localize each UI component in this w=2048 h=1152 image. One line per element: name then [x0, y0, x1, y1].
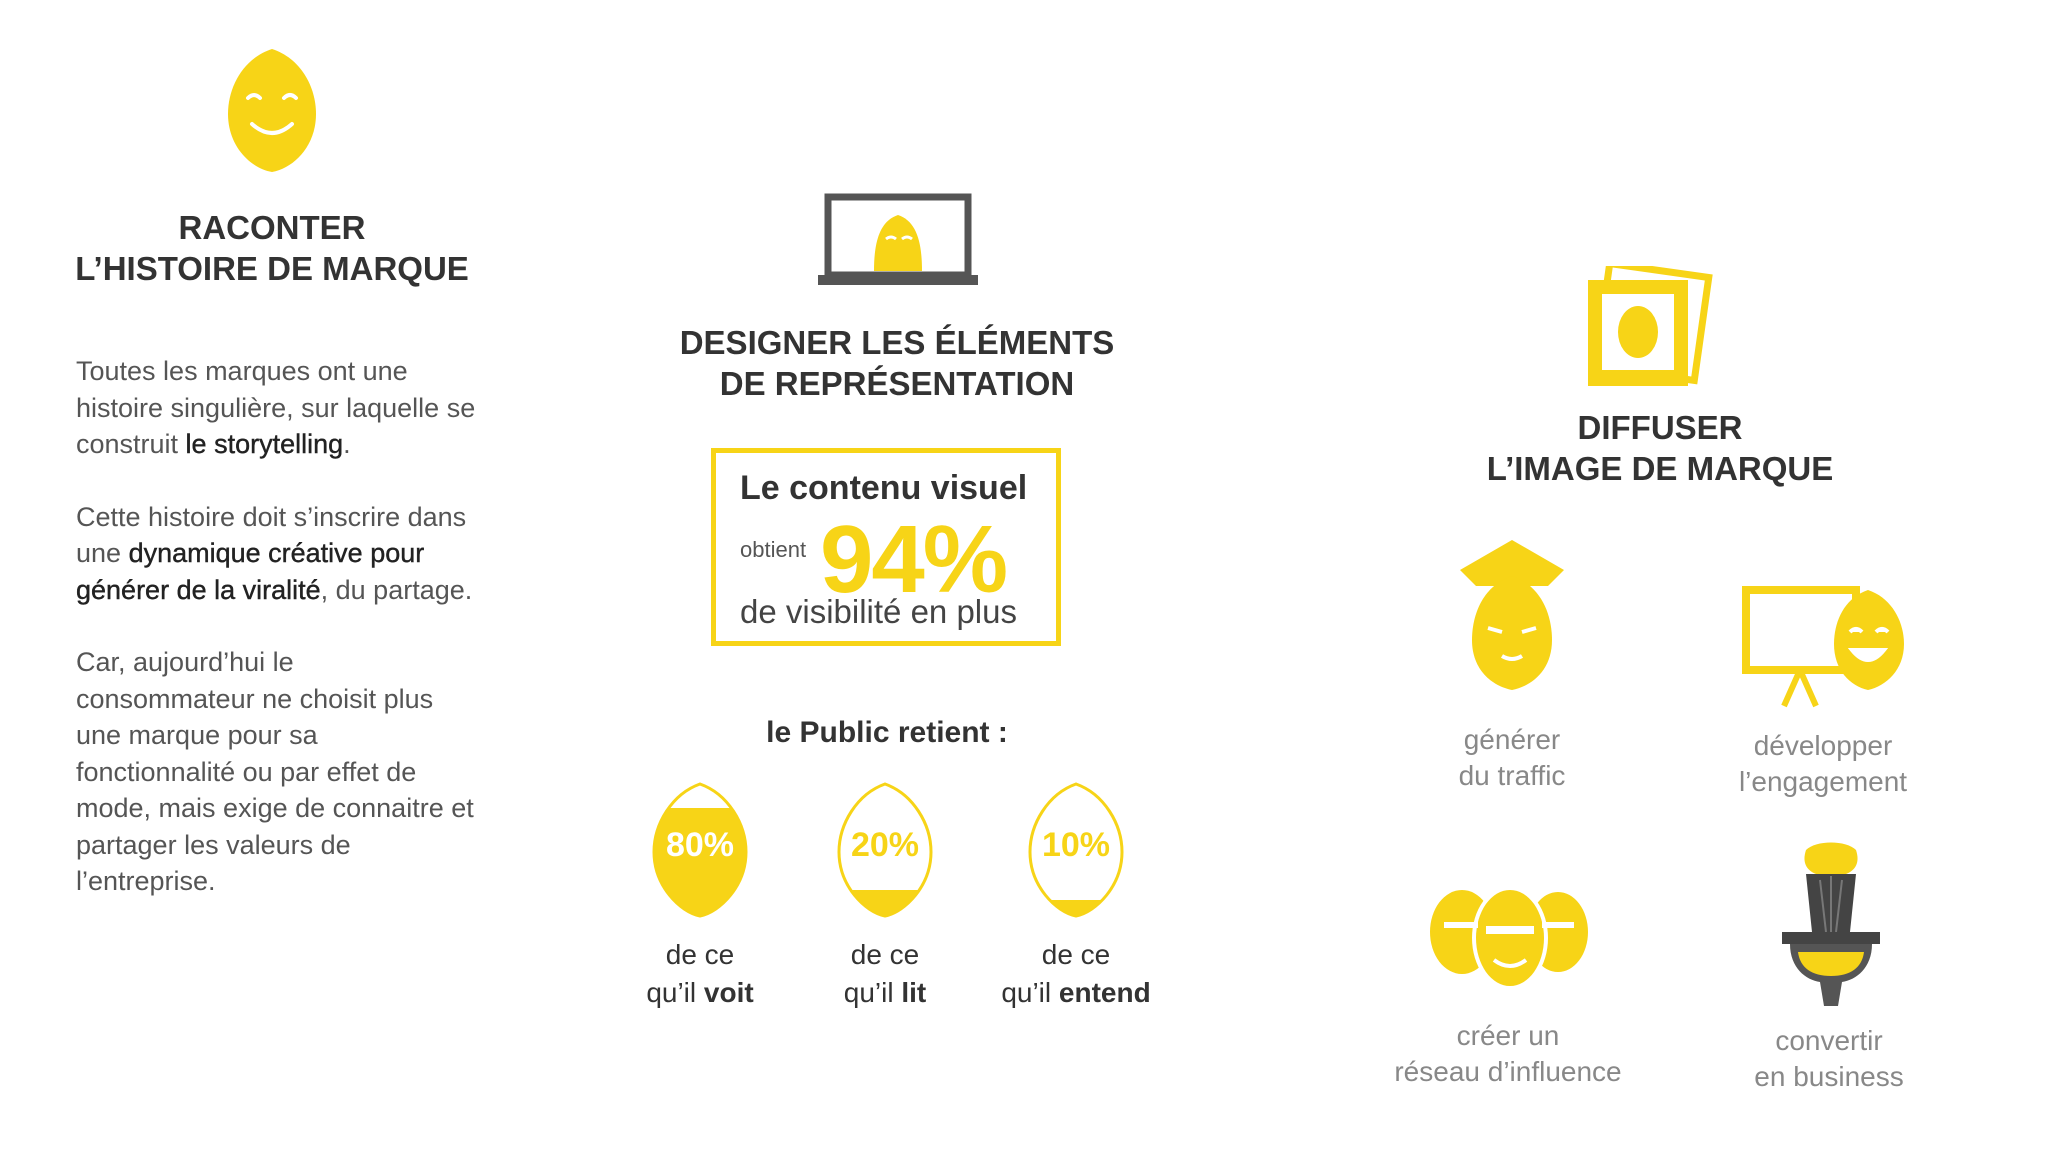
text: L’IMAGE DE MARQUE — [1486, 450, 1834, 487]
action-label: convertir en business — [1669, 1023, 1989, 1095]
percent: 20% — [850, 826, 920, 864]
text: créer un — [1456, 1020, 1560, 1051]
action-label: créer un réseau d’influence — [1348, 1018, 1668, 1090]
text: réseau d’influence — [1394, 1056, 1622, 1087]
text: de ce — [1041, 939, 1111, 970]
retention-label: de ce qu’il entend — [956, 936, 1196, 1012]
photos-icon — [1588, 266, 1713, 386]
text: entend — [1058, 977, 1151, 1008]
stat-box: Le contenu visuel obtient 94% de visibil… — [711, 448, 1061, 646]
text: du traffic — [1458, 760, 1566, 791]
retention-heading: le Public retient : — [766, 716, 1008, 749]
retention-label: de ce qu’il lit — [785, 936, 985, 1012]
lemon-stat: 20% — [835, 782, 935, 922]
text: qu’il — [646, 977, 704, 1008]
text: Toutes les marques ont une histoire sing… — [76, 356, 476, 459]
text: le storytelling — [185, 429, 344, 459]
story-text: Toutes les marques ont une histoire sing… — [76, 353, 476, 936]
text: DESIGNER LES ÉLÉMENTS — [679, 324, 1115, 361]
text: voit — [703, 977, 754, 1008]
stat-prefix: obtient — [740, 537, 807, 562]
text: l’engagement — [1738, 766, 1908, 797]
text: en business — [1754, 1061, 1904, 1092]
text: DE REPRÉSENTATION — [719, 365, 1075, 402]
text: de ce — [850, 939, 920, 970]
text: qu’il — [843, 977, 902, 1008]
police-lemon-icon — [1460, 540, 1564, 690]
lemon-icon — [228, 49, 316, 172]
text: DIFFUSER — [1577, 409, 1743, 446]
percent: 10% — [1041, 826, 1111, 864]
action-label: générer du traffic — [1352, 722, 1672, 794]
text: dynamique créative pour générer de la vi… — [76, 538, 425, 605]
influence-icon — [1430, 886, 1588, 990]
text: développer — [1753, 730, 1893, 761]
text: lit — [901, 977, 927, 1008]
section-title: DESIGNER LES ÉLÉMENTS DE REPRÉSENTATION — [597, 322, 1197, 404]
presentation-icon — [1742, 586, 1904, 708]
lemon-stat: 10% — [1026, 782, 1126, 922]
stat-line: de visibilité en plus — [740, 593, 1017, 630]
lemon-stat: 80% — [650, 782, 750, 922]
text: de ce — [665, 939, 735, 970]
stat-figure: 94% — [820, 506, 1008, 613]
text: Cette histoire doit s’inscrire dans une — [76, 501, 467, 569]
percent: 80% — [665, 826, 735, 864]
juicer-icon — [1782, 842, 1880, 1006]
section-title: RACONTER L’HISTOIRE DE MARQUE — [22, 207, 522, 289]
text: qu’il — [1001, 977, 1059, 1008]
laptop-icon — [818, 193, 978, 285]
text: , du partage. — [320, 574, 473, 605]
text: générer — [1463, 724, 1561, 755]
text: RACONTER — [178, 209, 366, 246]
section-title: DIFFUSER L’IMAGE DE MARQUE — [1410, 407, 1910, 489]
text: L’HISTOIRE DE MARQUE — [75, 250, 469, 287]
text: Car, aujourd’hui le consommateur ne choi… — [76, 647, 474, 896]
retention-label: de ce qu’il voit — [600, 936, 800, 1012]
text: . — [343, 429, 351, 459]
stat-line: Le contenu visuel — [740, 469, 1028, 507]
text: convertir — [1775, 1025, 1883, 1056]
action-label: développer l’engagement — [1663, 728, 1983, 800]
